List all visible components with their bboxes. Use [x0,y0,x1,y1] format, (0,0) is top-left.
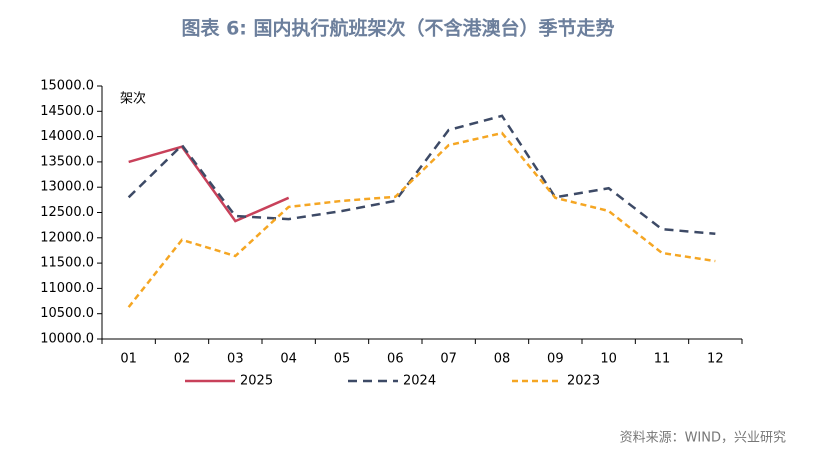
y-tick-label: 13500.0 [40,154,94,169]
x-tick-label: 04 [280,352,297,367]
y-axis-label: 架次 [120,91,146,107]
x-tick-label: 06 [387,352,404,367]
y-tick-label: 14500.0 [40,104,94,119]
y-tick-label: 10500.0 [40,306,94,321]
series-line [127,131,716,308]
y-tick-label: 11500.0 [40,256,94,271]
y-tick-label: 12000.0 [40,230,94,245]
series-line [127,114,716,235]
y-tick-label: 11000.0 [40,281,94,296]
x-tick-label: 01 [120,352,137,367]
y-tick-label: 15000.0 [40,79,94,94]
y-tick-label: 10000.0 [40,332,94,347]
legend-label: 2023 [567,374,600,389]
x-tick-label: 02 [174,352,191,367]
y-tick-label: 14000.0 [40,129,94,144]
y-tick-label: 13000.0 [40,180,94,195]
y-tick-label: 12500.0 [40,205,94,220]
series-line [128,145,290,223]
x-tick-label: 10 [600,352,617,367]
legend-label: 2025 [240,374,273,389]
x-tick-label: 05 [334,352,351,367]
chart-title: 图表 6: 国内执行航班架次（不含港澳台）季节走势 [181,17,614,40]
x-tick-label: 07 [440,352,457,367]
x-tick-label: 11 [654,352,671,367]
legend-label: 2024 [403,374,436,389]
x-tick-label: 09 [547,352,564,367]
x-tick-label: 12 [707,352,724,367]
x-tick-label: 03 [227,352,244,367]
source: 资料来源：WIND，兴业研究 [620,431,786,446]
x-tick-label: 08 [494,352,511,367]
